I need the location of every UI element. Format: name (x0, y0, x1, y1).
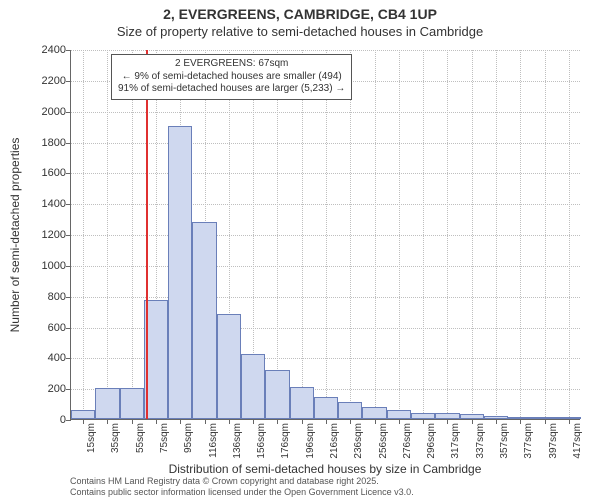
histogram-bar (217, 314, 241, 419)
histogram-bar (460, 414, 484, 419)
gridline-v (83, 50, 84, 419)
gridline-v (277, 50, 278, 419)
xtick-mark (83, 419, 84, 424)
histogram-bar (387, 410, 411, 419)
ytick-mark (66, 143, 71, 144)
annotation-line-3: 91% of semi-detached houses are larger (… (118, 83, 345, 96)
xtick-mark (229, 419, 230, 424)
gridline-v (472, 50, 473, 419)
attribution-line-2: Contains public sector information licen… (70, 487, 414, 498)
ytick-mark (66, 328, 71, 329)
xtick-mark (132, 419, 133, 424)
gridline-v (326, 50, 327, 419)
ytick-label: 1800 (6, 137, 66, 149)
xtick-mark (520, 419, 521, 424)
marker-line (146, 50, 148, 419)
histogram-bar (411, 413, 435, 419)
ytick-label: 200 (6, 383, 66, 395)
ytick-label: 1600 (6, 167, 66, 179)
xtick-mark (350, 419, 351, 424)
ytick-mark (66, 297, 71, 298)
histogram-bar (532, 417, 556, 419)
gridline-v (375, 50, 376, 419)
histogram-bar (120, 388, 144, 419)
xtick-mark (253, 419, 254, 424)
attribution-line-1: Contains HM Land Registry data © Crown c… (70, 476, 414, 487)
histogram-bar (338, 402, 362, 419)
ytick-label: 1400 (6, 198, 66, 210)
annotation-box: 2 EVERGREENS: 67sqm ← 9% of semi-detache… (111, 54, 352, 100)
ytick-mark (66, 235, 71, 236)
histogram-bar (362, 407, 386, 419)
histogram-bar (484, 416, 508, 419)
histogram-bar (557, 417, 581, 419)
xtick-mark (472, 419, 473, 424)
gridline-v (447, 50, 448, 419)
xtick-mark (277, 419, 278, 424)
gridline-v (569, 50, 570, 419)
ytick-mark (66, 173, 71, 174)
ytick-mark (66, 50, 71, 51)
chart-root: 2, EVERGREENS, CAMBRIDGE, CB4 1UP Size o… (0, 0, 600, 500)
ytick-label: 0 (6, 414, 66, 426)
histogram-bar (168, 126, 192, 419)
ytick-label: 2200 (6, 75, 66, 87)
xtick-mark (156, 419, 157, 424)
ytick-mark (66, 389, 71, 390)
annotation-line-1: 2 EVERGREENS: 67sqm (118, 58, 345, 71)
xtick-mark (375, 419, 376, 424)
title-main: 2, EVERGREENS, CAMBRIDGE, CB4 1UP (0, 6, 600, 22)
xtick-mark (423, 419, 424, 424)
xtick-mark (180, 419, 181, 424)
histogram-bar (71, 410, 95, 419)
histogram-bar (265, 370, 289, 419)
gridline-v (350, 50, 351, 419)
ytick-label: 800 (6, 291, 66, 303)
xtick-mark (496, 419, 497, 424)
ytick-label: 1200 (6, 229, 66, 241)
xtick-mark (447, 419, 448, 424)
plot-area: 15sqm35sqm55sqm75sqm95sqm116sqm136sqm156… (70, 50, 580, 420)
xtick-mark (205, 419, 206, 424)
ytick-label: 600 (6, 322, 66, 334)
ytick-mark (66, 112, 71, 113)
histogram-bar (290, 387, 314, 419)
xtick-mark (326, 419, 327, 424)
gridline-v (399, 50, 400, 419)
gridline-v (107, 50, 108, 419)
ytick-mark (66, 420, 71, 421)
gridline-v (302, 50, 303, 419)
ytick-label: 1000 (6, 260, 66, 272)
ytick-mark (66, 358, 71, 359)
xtick-mark (399, 419, 400, 424)
histogram-bar (435, 413, 459, 419)
annotation-line-2: ← 9% of semi-detached houses are smaller… (118, 71, 345, 84)
ytick-label: 2400 (6, 44, 66, 56)
xtick-mark (107, 419, 108, 424)
ytick-label: 2000 (6, 106, 66, 118)
histogram-bar (508, 417, 532, 419)
gridline-v (545, 50, 546, 419)
xtick-mark (569, 419, 570, 424)
histogram-bar (95, 388, 119, 419)
histogram-bar (192, 222, 216, 419)
xtick-mark (545, 419, 546, 424)
gridline-v (423, 50, 424, 419)
ytick-mark (66, 204, 71, 205)
gridline-v (132, 50, 133, 419)
ytick-mark (66, 266, 71, 267)
histogram-bar (241, 354, 265, 419)
xtick-mark (302, 419, 303, 424)
title-sub: Size of property relative to semi-detach… (0, 24, 600, 39)
histogram-bar (314, 397, 338, 419)
attribution: Contains HM Land Registry data © Crown c… (70, 476, 414, 498)
gridline-v (496, 50, 497, 419)
x-axis-label: Distribution of semi-detached houses by … (70, 462, 580, 476)
ytick-label: 400 (6, 352, 66, 364)
ytick-mark (66, 81, 71, 82)
gridline-v (520, 50, 521, 419)
